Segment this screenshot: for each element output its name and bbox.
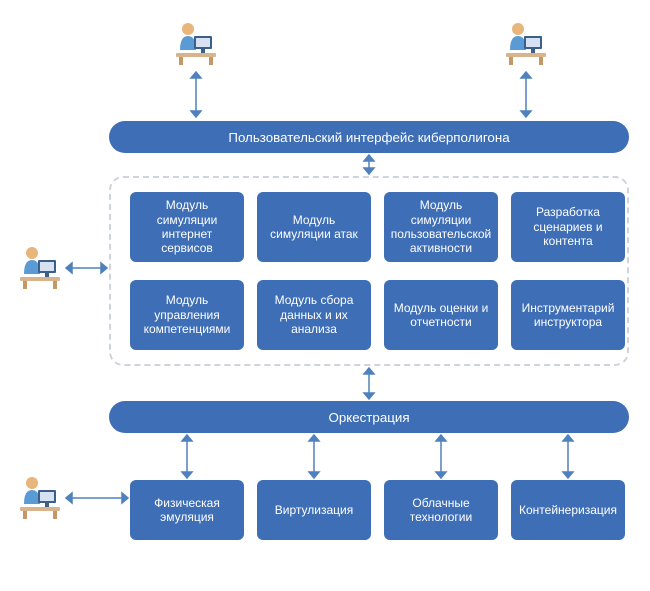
ui-layer-bar: Пользовательский интерфейс киберполигона [109, 121, 629, 153]
infra-box: Виртулизация [257, 480, 371, 540]
module-box: Разработка сценариев и контента [511, 192, 625, 262]
user-icon [170, 20, 220, 66]
orchestration-bar: Оркестрация [109, 401, 629, 433]
module-box: Инструментарий инструктора [511, 280, 625, 350]
module-box: Модуль сбора данных и их анализа [257, 280, 371, 350]
architecture-diagram: Пользовательский интерфейс киберполигона… [0, 0, 650, 591]
orchestration-label: Оркестрация [328, 410, 409, 425]
module-box: Модуль симуляции интернет сервисов [130, 192, 244, 262]
module-box: Модуль управления компетенциями [130, 280, 244, 350]
user-icon [14, 474, 64, 520]
infra-box: Физическая эмуляция [130, 480, 244, 540]
ui-layer-label: Пользовательский интерфейс киберполигона [228, 130, 509, 145]
infra-box: Контейнеризация [511, 480, 625, 540]
user-icon [14, 244, 64, 290]
module-box: Модуль симуляции пользовательской активн… [384, 192, 498, 262]
module-box: Модуль симуляции атак [257, 192, 371, 262]
module-box: Модуль оценки и отчетности [384, 280, 498, 350]
infra-box: Облачные технологии [384, 480, 498, 540]
user-icon [500, 20, 550, 66]
